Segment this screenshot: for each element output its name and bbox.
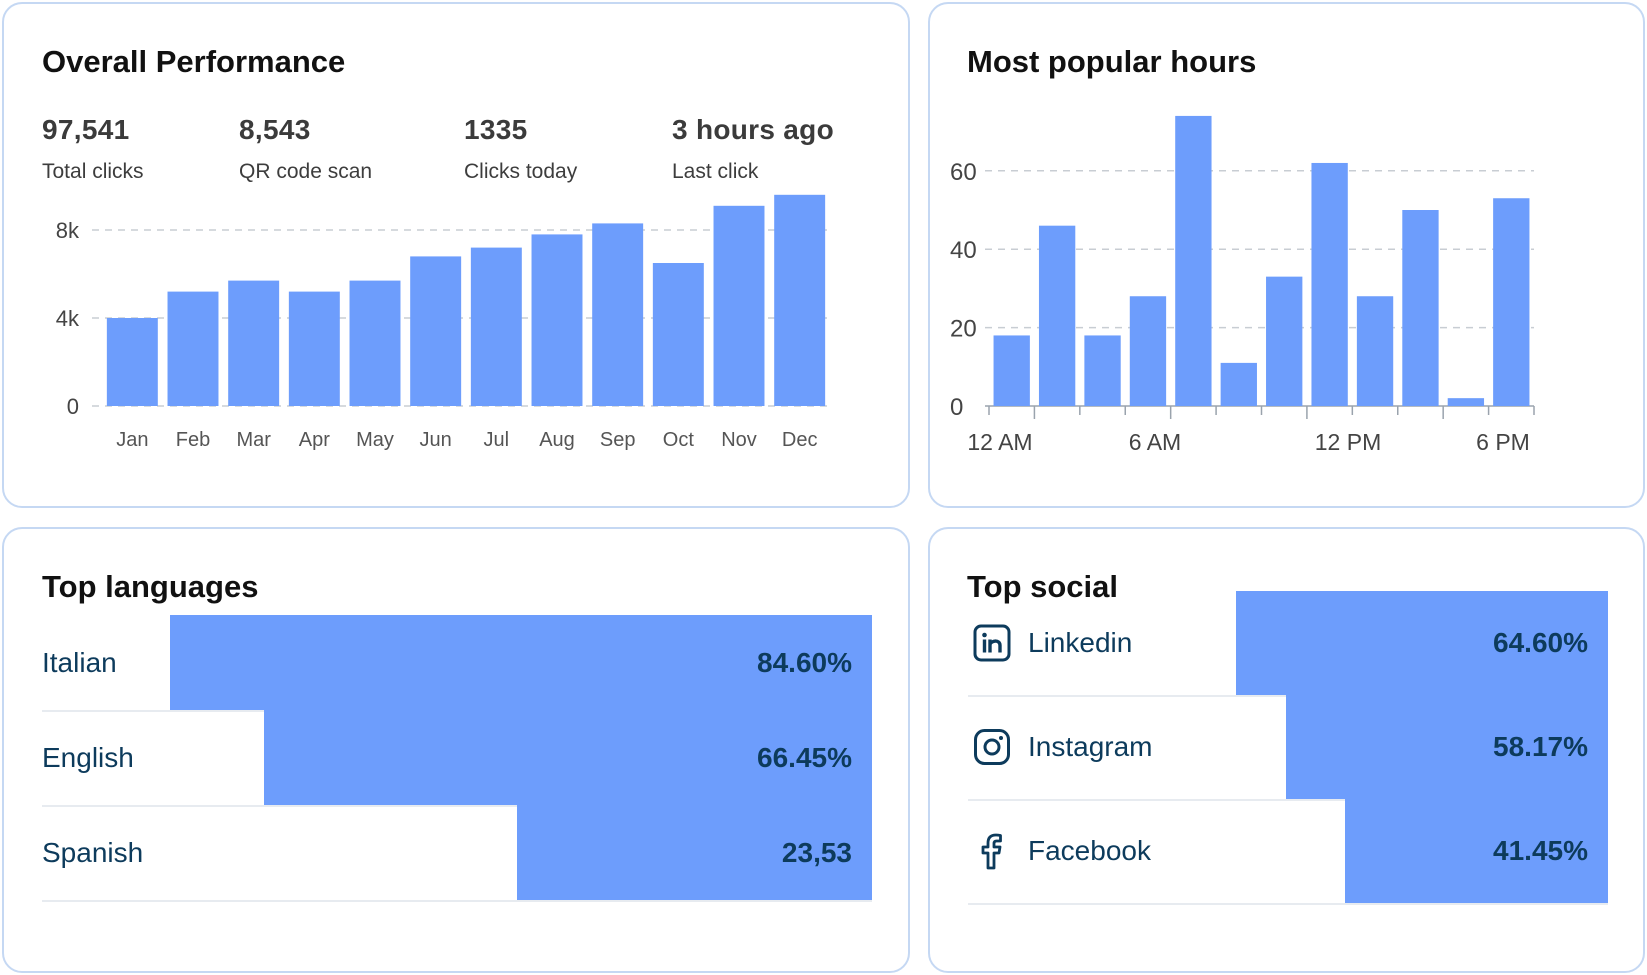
stat-label: QR code scan bbox=[239, 160, 373, 183]
card-title: Most popular hours bbox=[967, 44, 1257, 79]
stat-label: Total clicks bbox=[42, 160, 144, 183]
social-label: Instagram bbox=[1028, 731, 1153, 762]
social-percentage: 41.45% bbox=[1493, 835, 1588, 866]
social-row-facebook: Facebook 41.45% bbox=[968, 799, 1608, 905]
language-row-english: English 66.45% bbox=[42, 710, 872, 807]
bar-aug bbox=[531, 234, 583, 406]
bar-apr bbox=[288, 291, 340, 406]
card-title: Overall Performance bbox=[42, 44, 346, 79]
stat-total-clicks: 97,541 Total clicks bbox=[42, 114, 144, 184]
x-tick-label: Apr bbox=[299, 429, 330, 451]
social-label: Facebook bbox=[1028, 835, 1151, 866]
stat-label: Last click bbox=[672, 160, 759, 183]
x-tick-label: Nov bbox=[721, 429, 757, 451]
language-label: Italian bbox=[42, 646, 117, 678]
bar-nov bbox=[713, 205, 765, 406]
language-label: English bbox=[42, 741, 134, 773]
hour-bar bbox=[1220, 362, 1257, 406]
hour-bar bbox=[1266, 276, 1303, 406]
x-tick-label: Sep bbox=[600, 429, 636, 451]
bar-jul bbox=[470, 247, 522, 406]
hour-bar bbox=[1175, 115, 1212, 407]
y-tick-label: 20 bbox=[950, 316, 977, 343]
hour-bar bbox=[1493, 198, 1530, 406]
y-tick-label: 4k bbox=[56, 306, 80, 331]
stat-last-click: 3 hours ago Last click bbox=[672, 114, 834, 184]
x-tick-label: 6 PM bbox=[1476, 429, 1530, 455]
y-tick-label: 0 bbox=[950, 394, 963, 421]
x-tick-label: Dec bbox=[782, 429, 818, 451]
y-tick-label: 0 bbox=[67, 394, 79, 419]
hour-bar bbox=[1084, 335, 1121, 406]
bar-may bbox=[349, 280, 401, 406]
language-bar-fill bbox=[517, 805, 872, 900]
x-tick-label: May bbox=[356, 429, 394, 451]
top-languages-card: Top languages Italian 84.60% English 66.… bbox=[2, 527, 910, 973]
facebook-icon bbox=[981, 833, 1002, 870]
x-tick-label: 6 AM bbox=[1129, 429, 1181, 455]
card-title: Top languages bbox=[42, 569, 259, 604]
language-bar-fill bbox=[169, 615, 872, 710]
performance-bar-chart: 0 4k 8k Jan Feb Mar Apr May Jun Jul Aug Sep Oct Nov De… bbox=[56, 194, 830, 451]
bar-jan bbox=[106, 318, 158, 406]
language-bar-fill bbox=[264, 710, 872, 805]
linkedin-icon bbox=[973, 624, 1011, 662]
hour-bar bbox=[1356, 296, 1394, 406]
hour-bar bbox=[1129, 296, 1167, 406]
x-tick-label: Aug bbox=[539, 429, 575, 451]
hour-bar bbox=[993, 335, 1030, 406]
social-bar-fill bbox=[1344, 799, 1608, 903]
social-label: Linkedin bbox=[1028, 627, 1133, 658]
x-tick-label: Jul bbox=[484, 429, 510, 451]
social-bar-fill bbox=[1286, 695, 1608, 799]
overall-performance-card: Overall Performance 97,541 Total clicks … bbox=[2, 2, 910, 508]
bar-feb bbox=[167, 291, 219, 406]
bar-sep bbox=[592, 223, 644, 406]
social-row-instagram: Instagram 58.17% bbox=[968, 695, 1608, 801]
hours-bar-chart: 0 20 40 60 12 AM 6 AM 12 PM 6 PM bbox=[950, 115, 1535, 455]
stat-clicks-today: 1335 Clicks today bbox=[464, 114, 577, 184]
social-bar-fill bbox=[1236, 591, 1608, 695]
y-tick-label: 8k bbox=[56, 218, 80, 243]
bar-jun bbox=[410, 256, 462, 406]
y-tick-label: 40 bbox=[950, 237, 977, 264]
language-label: Spanish bbox=[42, 836, 144, 868]
language-row-italian: Italian 84.60% bbox=[42, 615, 872, 712]
bar-mar bbox=[228, 280, 280, 406]
stat-value: 97,541 bbox=[42, 114, 130, 145]
stat-value: 8,543 bbox=[239, 114, 311, 145]
x-tick-label: Jan bbox=[116, 429, 148, 451]
bar-oct bbox=[652, 263, 704, 406]
card-title: Top social bbox=[967, 569, 1119, 604]
language-row-spanish: Spanish 23,53 bbox=[42, 805, 872, 902]
top-social-card: Top social Linkedin 64.60% Instagram 58.… bbox=[928, 527, 1645, 973]
hour-bar bbox=[1402, 210, 1439, 406]
social-percentage: 64.60% bbox=[1493, 627, 1588, 658]
language-percentage: 66.45% bbox=[757, 741, 852, 773]
language-percentage: 23,53 bbox=[781, 836, 852, 868]
x-tick-label: Mar bbox=[236, 429, 271, 451]
y-tick-label: 60 bbox=[950, 159, 977, 186]
stat-value: 1335 bbox=[464, 114, 528, 145]
x-tick-label: 12 AM bbox=[967, 429, 1032, 455]
hour-bar bbox=[1311, 162, 1348, 406]
x-tick-label: Jun bbox=[420, 429, 452, 451]
social-row-linkedin: Linkedin 64.60% bbox=[968, 591, 1608, 697]
social-percentage: 58.17% bbox=[1493, 731, 1588, 762]
language-percentage: 84.60% bbox=[757, 646, 852, 678]
stat-label: Clicks today bbox=[464, 160, 578, 183]
hour-bar bbox=[1447, 398, 1485, 406]
x-tick-label: Feb bbox=[176, 429, 210, 451]
instagram-icon bbox=[974, 729, 1010, 765]
stat-qr-code-scan: 8,543 QR code scan bbox=[239, 114, 372, 184]
bar-dec bbox=[774, 194, 826, 406]
hour-bar bbox=[1038, 225, 1076, 406]
x-tick-label: 12 PM bbox=[1315, 429, 1381, 455]
popular-hours-card: Most popular hours 0 20 40 60 12 AM 6 AM 12 PM… bbox=[928, 2, 1645, 508]
stat-value: 3 hours ago bbox=[672, 114, 834, 145]
x-tick-label: Oct bbox=[663, 429, 695, 451]
